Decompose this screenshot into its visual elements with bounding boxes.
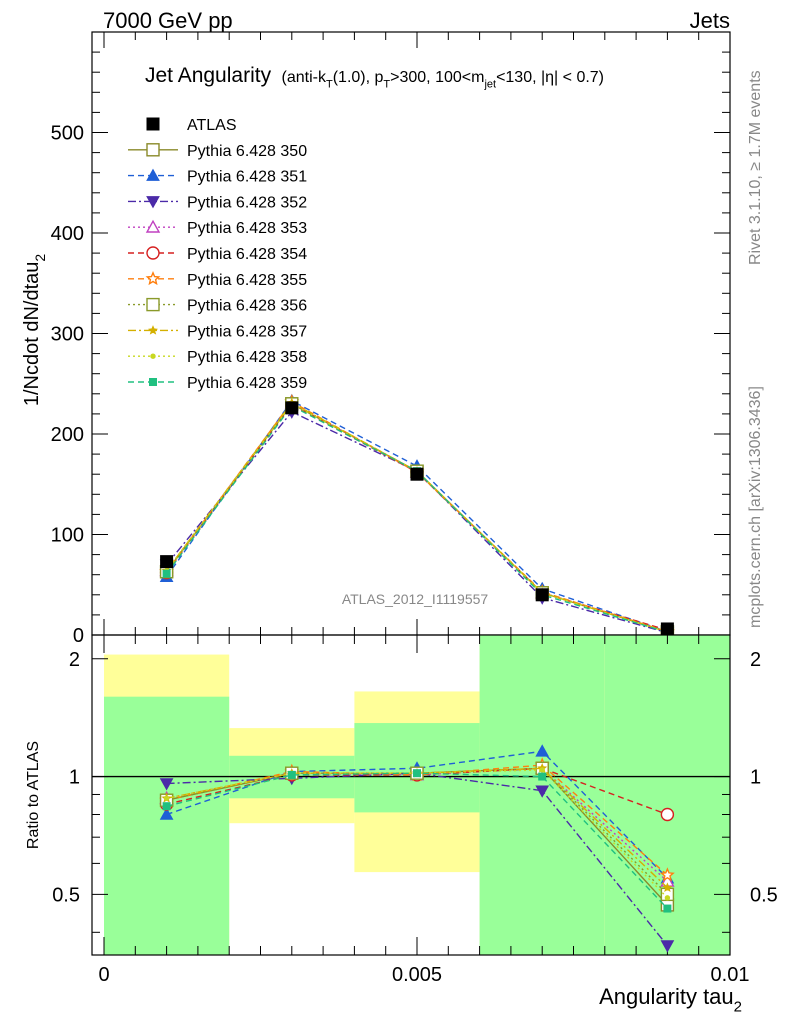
header-left: 7000 GeV pp [103,8,233,33]
ratio-point [159,778,174,791]
data-point [535,588,549,602]
legend-label: Pythia 6.428 353 [187,220,307,237]
legend-entry: Pythia 6.428 356 [128,298,307,315]
ratio-point [538,772,547,781]
legend-marker [150,353,156,359]
ratio-point [535,785,550,798]
lower-y-label: Ratio to ATLAS [25,741,42,849]
legend-entry: ATLAS [146,117,237,134]
legend-marker [146,168,160,181]
ratio-line [166,772,668,947]
legend-entry: Pythia 6.428 354 [128,246,307,263]
legend-marker [145,219,161,233]
upper-y-tick-label: 500 [51,123,84,145]
ratio-point [539,767,545,773]
series-line [166,411,668,634]
chart-title-main: Jet Angularity [145,64,272,87]
legend-label: Pythia 6.428 357 [187,323,307,340]
legend-label: Pythia 6.428 359 [187,375,307,392]
upper-y-tick-label: 200 [51,424,84,446]
legend-marker [146,143,160,157]
upper-y-tick-label: 300 [51,324,84,346]
ratio-point [159,807,174,820]
lower-y-tick-label: 1 [69,767,80,789]
legend-marker [148,325,158,335]
ratio-series-pythia-6-428-359 [162,769,672,913]
legend-label: Pythia 6.428 350 [187,143,307,160]
x-tick-label: 0.005 [392,964,442,986]
ratio-line [166,769,668,899]
ratio-point [535,744,550,757]
legend-marker [149,378,157,386]
lower-frame [91,634,731,956]
chart-title-sub: (anti-kT​(1.0), pT​>300, 100<mjet​<130, … [282,69,604,91]
lower-y-tick-label: 2 [69,649,80,671]
lower-y-tick-label: 0.5 [52,884,80,906]
upper-y-tick-label: 0 [73,625,84,647]
ratio-point [659,867,675,882]
legend-label: Pythia 6.428 358 [187,349,307,366]
legend-label: Pythia 6.428 354 [187,246,307,263]
legend: ATLAS Pythia 6.428 350 Pythia 6.428 351 Pyt… [128,117,307,392]
data-point [160,555,174,569]
ratio-point [163,795,170,801]
mcplots-label: mcplots.cern.ch [arXiv:1306.3436] [747,386,764,628]
legend-entry: Pythia 6.428 351 [128,168,307,186]
legend-entry: Pythia 6.428 350 [128,143,307,160]
x-tick-label: 0 [98,964,109,986]
ratio-point [663,904,672,913]
lower-y-tick-label-right: 2 [750,649,761,671]
header-right: Jets [690,8,730,33]
watermark: ATLAS_2012_I1119557 [342,591,489,607]
ratio-point [660,807,675,822]
ratio-line [166,750,668,879]
rivet-label: Rivet 3.1.10, ≥ 1.7M events [747,70,764,265]
legend-entry: Pythia 6.428 355 [128,270,307,289]
ratio-point [664,895,671,901]
lower-panel: 0.5 0.5 1 1 2 2 0 0.005 0.01 [52,634,778,986]
series-atlas [160,401,674,636]
lower-y-tick-label-right: 0.5 [750,884,778,906]
legend-marker [146,196,160,209]
lower-y-tick-label-right: 1 [750,767,761,789]
ratio-point [413,769,421,778]
legend-label: Pythia 6.428 352 [187,194,307,211]
legend-marker [146,117,160,131]
legend-entry: Pythia 6.428 353 [128,219,307,237]
x-axis-label: Angularity tau2​ [599,984,742,1016]
data-point [285,401,299,415]
legend-marker [146,246,160,260]
data-point [660,622,674,636]
legend-label: Pythia 6.428 355 [187,272,307,289]
data-point [162,569,171,578]
chart-title: Jet Angularity (anti-kT​(1.0), pT​>300, … [145,64,604,91]
legend-label: Pythia 6.428 356 [187,298,307,315]
uncertainty-band-green [104,696,230,955]
legend-entry: Pythia 6.428 358 [128,349,307,366]
data-point [410,467,424,481]
ratio-point [660,940,675,953]
ratio-point [662,882,673,892]
upper-y-label: 1/Ncdot dN/dtau2​ [21,254,48,407]
ratio-point [162,802,171,811]
upper-y-tick-label: 100 [51,525,84,547]
ratio-point [287,770,296,779]
legend-marker [145,270,161,286]
upper-y-tick-label: 400 [51,223,84,245]
legend-label: Pythia 6.428 351 [187,169,307,186]
x-tick-label: 0.01 [711,964,750,986]
legend-entry: Pythia 6.428 359 [128,375,307,392]
legend-entry: Pythia 6.428 352 [128,194,307,211]
legend-marker [146,297,160,312]
legend-entry: Pythia 6.428 357 [128,323,307,340]
legend-label: ATLAS [187,117,237,134]
